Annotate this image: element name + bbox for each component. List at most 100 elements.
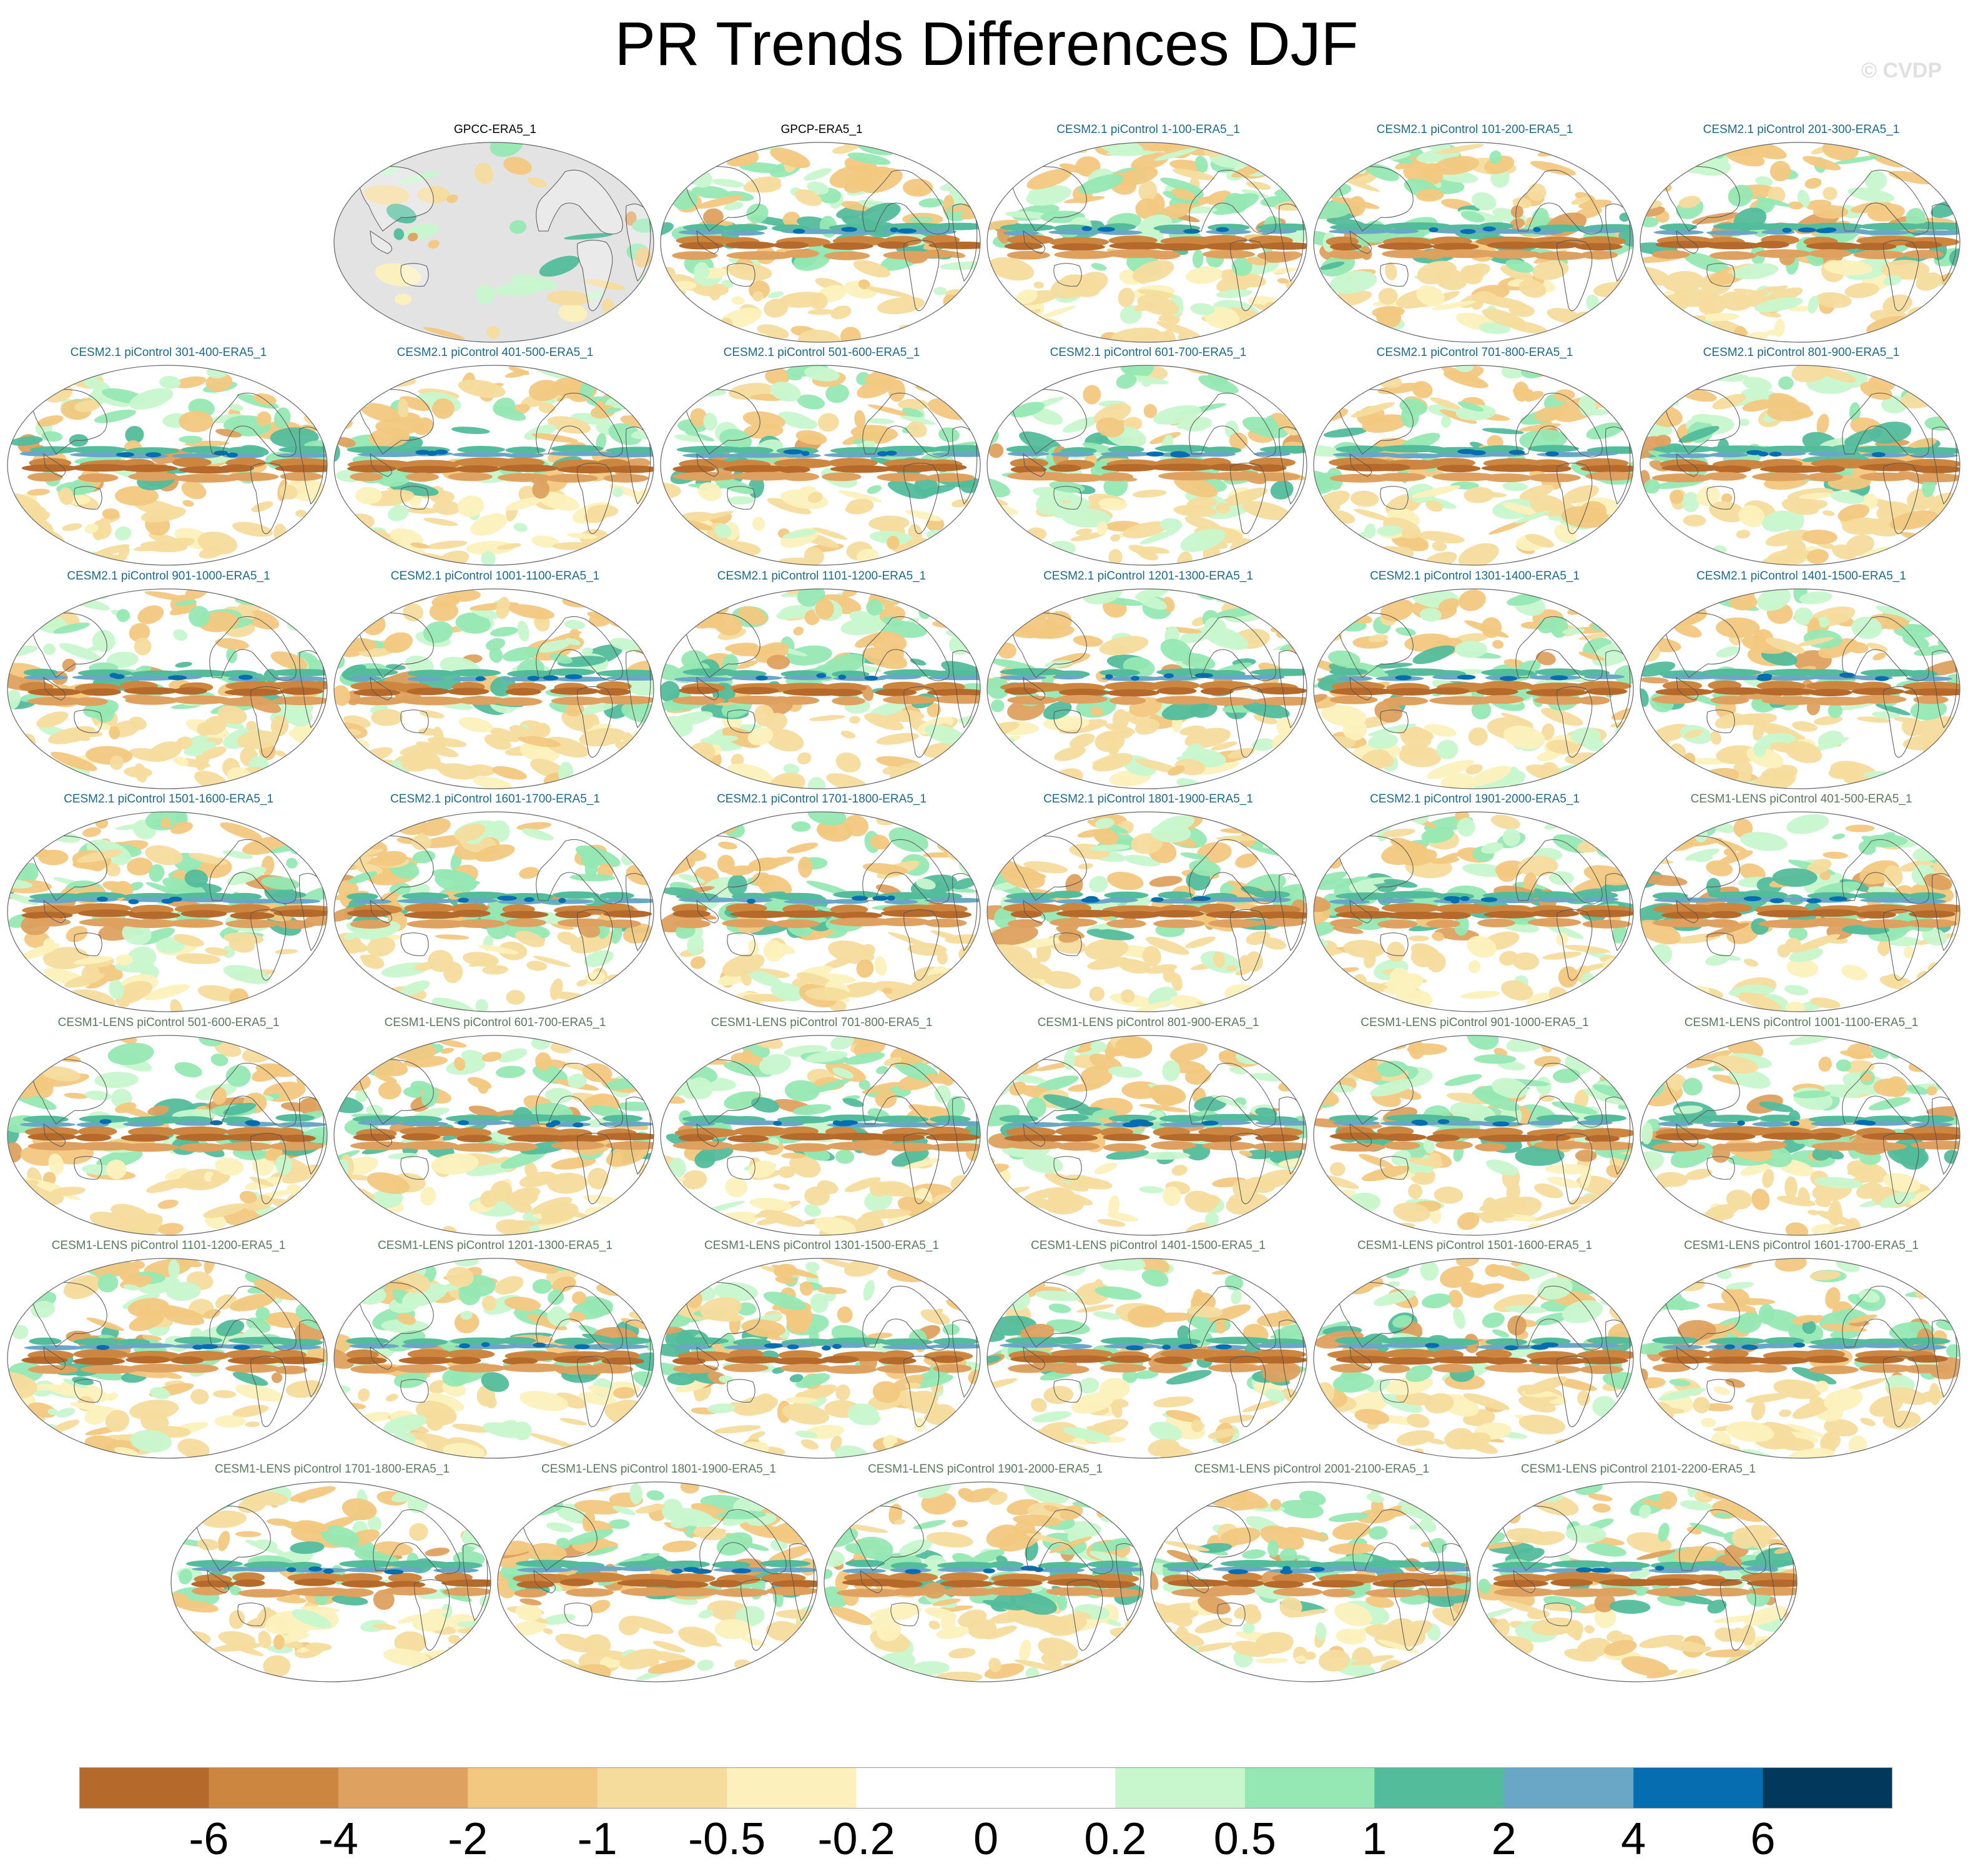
field-patch	[371, 709, 403, 726]
field-patch	[385, 664, 406, 670]
map-plot	[1640, 811, 1961, 1012]
field-patch	[1784, 985, 1809, 995]
field-patch	[84, 1090, 112, 1100]
field-patch	[1273, 543, 1307, 565]
field-patch	[797, 752, 812, 765]
field-patch	[393, 228, 405, 240]
field-patch	[696, 195, 744, 209]
field-patch	[1862, 493, 1878, 510]
field-patch	[1782, 227, 1792, 233]
field-patch	[537, 491, 580, 511]
field-patch	[987, 612, 1012, 626]
field-patch	[1903, 945, 1914, 959]
map-panel: CESM2.1 piControl 1601-1700-ERA5_1	[333, 792, 657, 1017]
field-patch	[1314, 613, 1347, 625]
map-plot	[986, 365, 1307, 566]
field-patch	[423, 517, 458, 526]
field-patch	[506, 990, 525, 1005]
field-patch	[385, 995, 401, 1009]
field-patch	[1365, 164, 1399, 181]
field-patch	[1314, 589, 1349, 603]
field-patch	[475, 162, 494, 185]
field-patch	[581, 647, 593, 655]
field-patch	[1640, 326, 1665, 342]
field-patch	[797, 589, 825, 607]
field-patch	[1149, 876, 1183, 887]
field-patch	[933, 287, 947, 295]
field-patch	[401, 892, 449, 900]
field-patch	[990, 699, 1005, 713]
field-patch	[1765, 638, 1805, 654]
field-patch	[580, 329, 600, 340]
field-patch	[174, 1120, 216, 1126]
field-patch	[215, 1157, 244, 1176]
field-patch	[661, 156, 684, 177]
field-patch	[747, 899, 755, 904]
field-patch	[508, 366, 529, 375]
field-patch	[1813, 716, 1843, 726]
field-patch	[961, 159, 980, 182]
field-patch	[1614, 664, 1633, 684]
field-patch	[157, 1199, 179, 1209]
map-plot	[333, 811, 654, 1012]
field-patch	[1739, 992, 1782, 1012]
coastline	[357, 1059, 434, 1125]
field-patch	[767, 498, 812, 515]
field-patch	[437, 1039, 467, 1048]
map-plot	[1313, 142, 1634, 343]
field-patch	[1025, 372, 1051, 385]
field-patch	[1085, 432, 1110, 447]
field-patch	[1078, 863, 1093, 870]
field-patch	[1231, 307, 1257, 317]
field-patch	[1772, 868, 1818, 887]
field-patch	[405, 655, 434, 673]
field-patch	[1471, 192, 1497, 211]
field-patch	[1457, 817, 1475, 837]
field-patch	[375, 851, 407, 867]
field-patch	[1006, 445, 1048, 453]
field-patch	[7, 894, 39, 906]
field-patch	[1568, 997, 1592, 1008]
field-patch	[1314, 552, 1330, 565]
field-patch	[498, 464, 559, 472]
field-patch	[1946, 147, 1960, 162]
field-patch	[1518, 279, 1547, 298]
map-plot	[1640, 142, 1961, 343]
field-patch	[877, 917, 930, 927]
field-patch	[1667, 365, 1715, 379]
field-patch	[877, 297, 925, 315]
coastline	[43, 1123, 66, 1147]
field-patch	[1382, 828, 1415, 837]
field-patch	[1866, 643, 1888, 652]
field-patch	[455, 465, 500, 473]
field-patch	[1681, 491, 1700, 513]
field-patch	[140, 541, 187, 553]
field-patch	[337, 771, 371, 789]
field-patch	[856, 959, 874, 978]
field-patch	[498, 473, 551, 482]
field-patch	[838, 674, 847, 680]
field-patch	[569, 874, 615, 882]
field-patch	[1110, 534, 1121, 542]
field-patch	[1148, 250, 1181, 260]
field-patch	[1942, 767, 1957, 780]
field-patch	[109, 1162, 121, 1170]
field-patch	[1078, 174, 1124, 194]
field-patch	[1570, 727, 1601, 744]
field-patch	[347, 465, 396, 473]
field-patch	[360, 954, 377, 964]
field-patch	[498, 1048, 528, 1063]
field-patch	[59, 487, 74, 505]
field-patch	[377, 820, 397, 832]
field-patch	[1329, 990, 1369, 1003]
field-patch	[684, 761, 709, 773]
field-patch	[1192, 249, 1204, 269]
field-patch	[873, 1133, 925, 1142]
field-patch	[589, 1105, 626, 1118]
field-patch	[227, 892, 262, 901]
field-patch	[1683, 252, 1730, 274]
field-patch	[27, 917, 71, 927]
field-patch	[276, 989, 312, 1005]
field-patch	[596, 696, 654, 704]
field-patch	[685, 431, 715, 442]
